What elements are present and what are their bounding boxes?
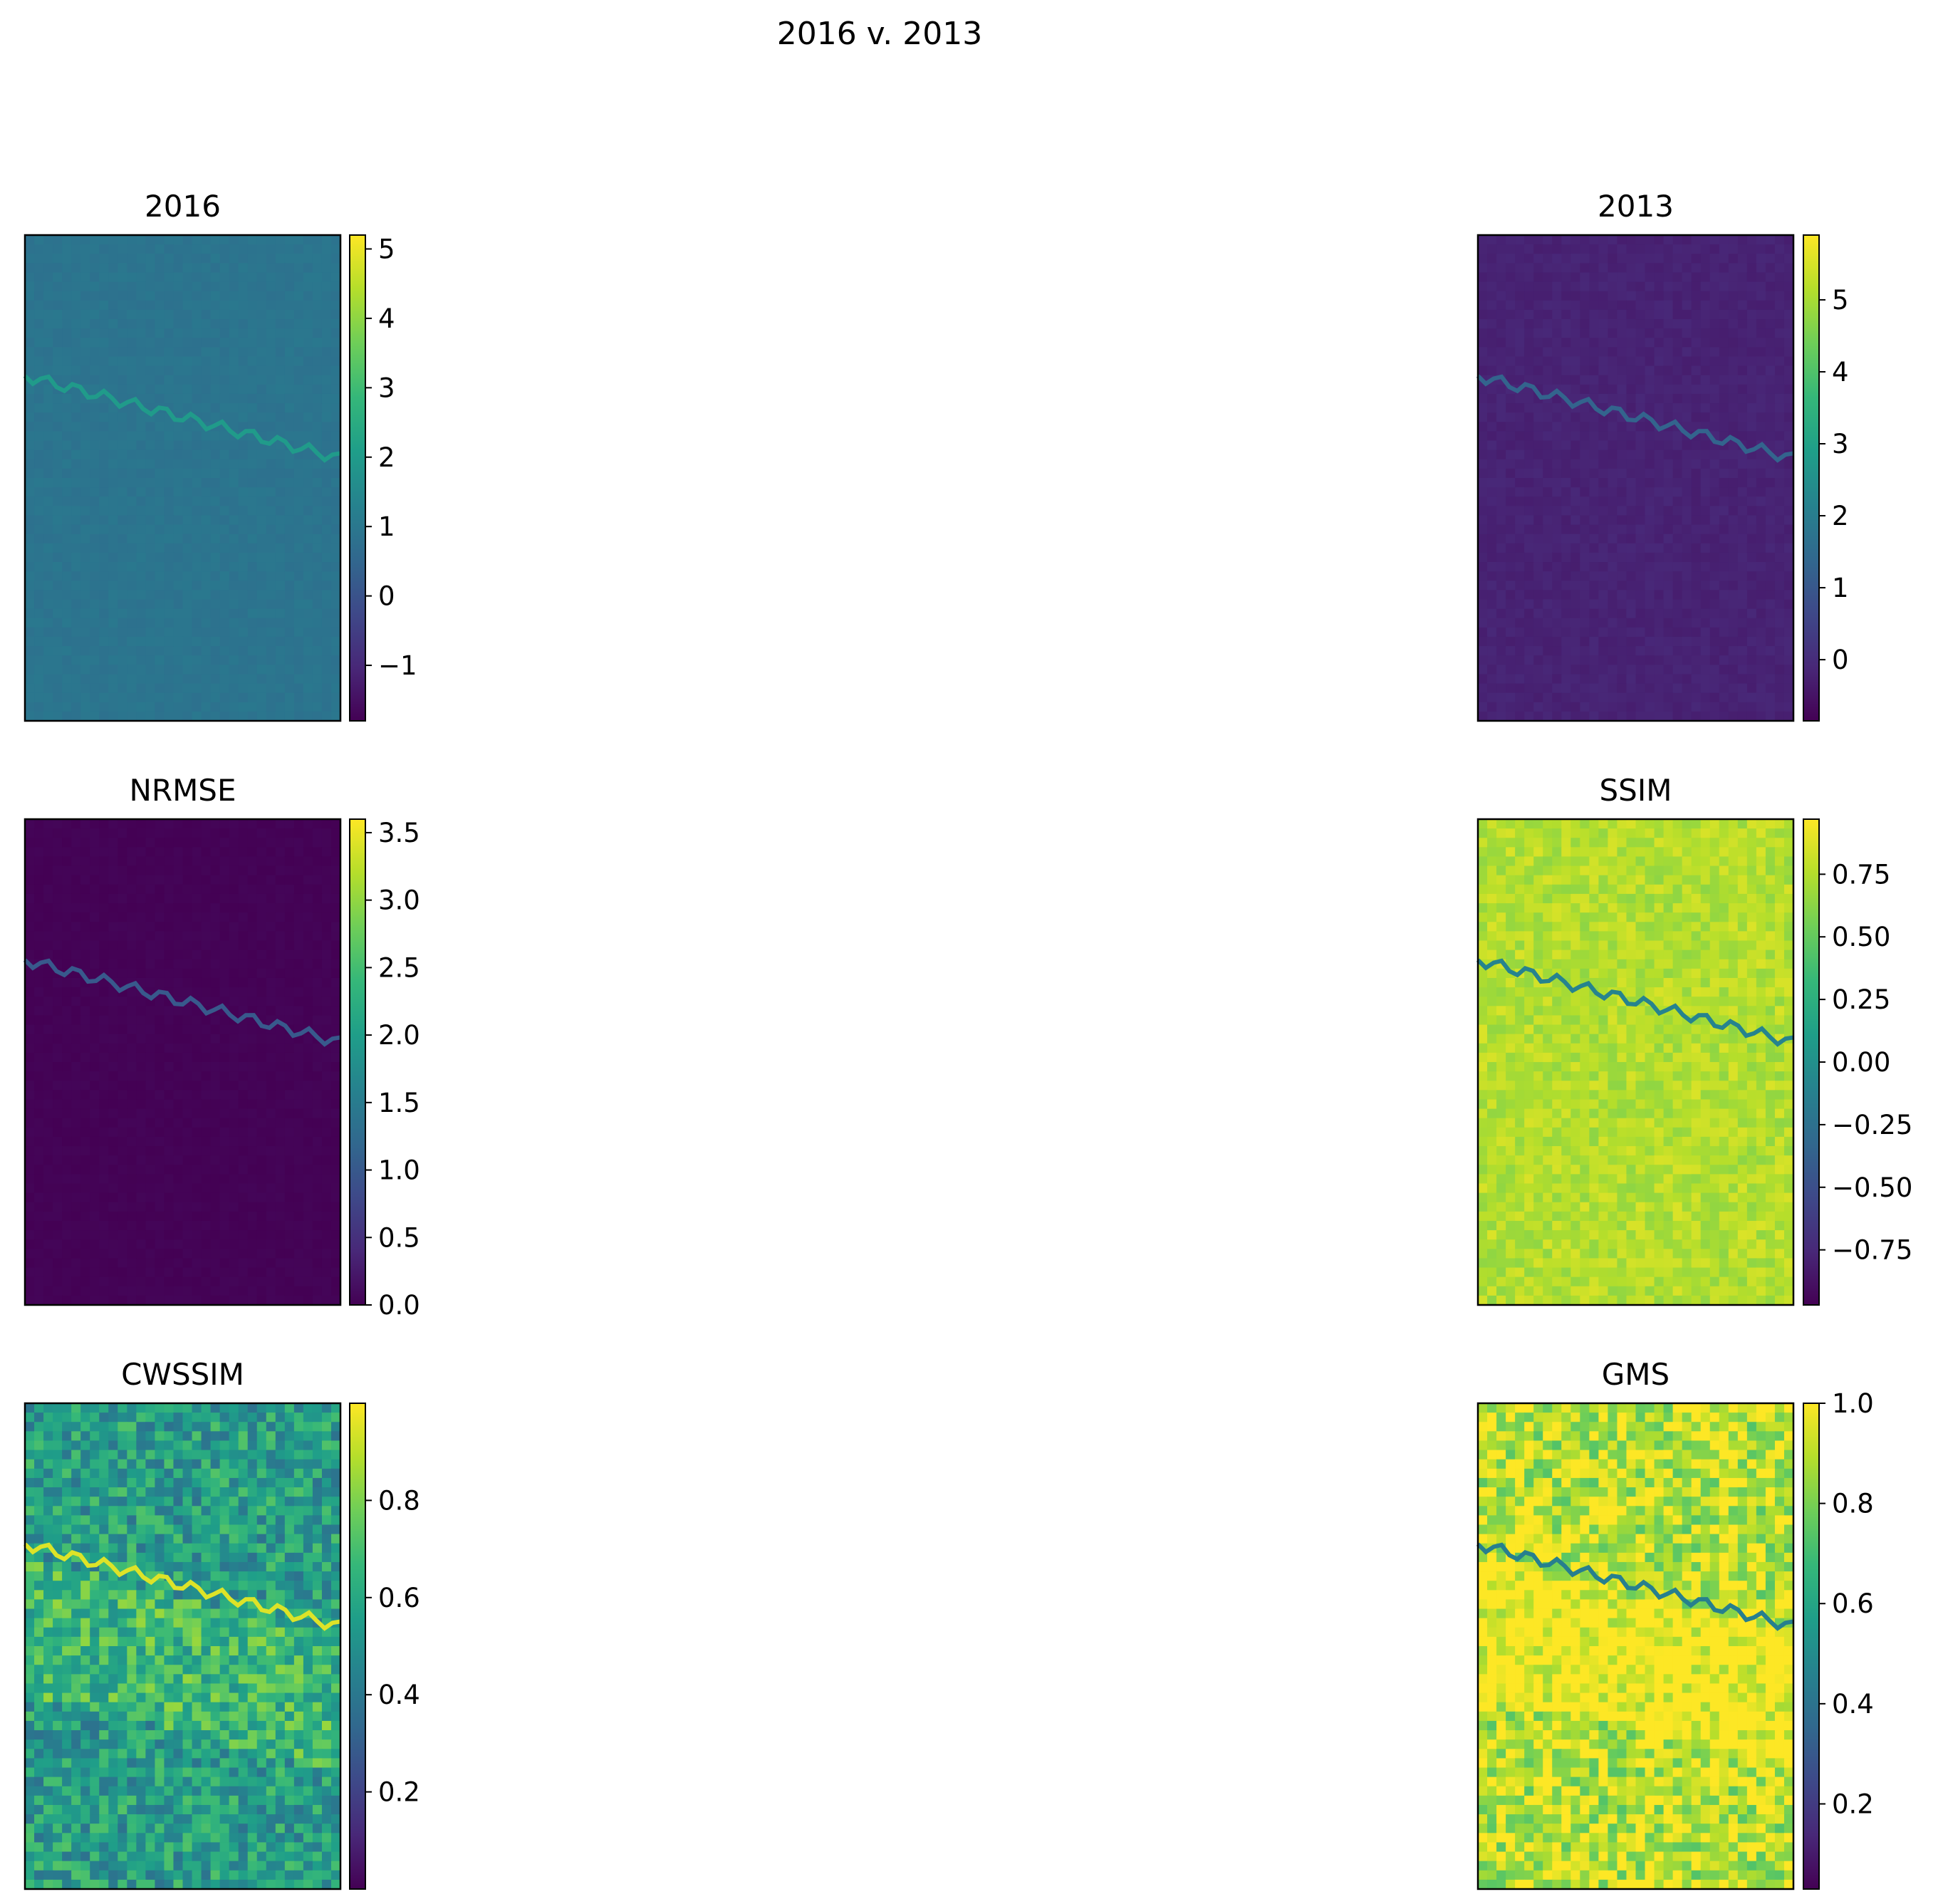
panel-ssim: SSIM −0.75 −0.50 −0.25 0.00 0.25 0.50 0.75 [1476,773,1912,1306]
colorbar-tick-label: 0.2 [378,1777,420,1808]
colorbar-tick-label: 1.5 [378,1088,420,1118]
colorbar-tick-label: 0 [1832,645,1849,675]
colorbar-tick-label: 0.00 [1832,1047,1890,1078]
heatmap-image [1476,819,1794,1306]
colorbar-tick-label: 5 [1832,285,1849,316]
heatmap-image [1476,1403,1794,1890]
colorbar-tick-label: 2.5 [378,952,420,983]
coastline-feature [23,958,341,1047]
colorbar-tick-label: 3.0 [378,885,420,916]
panel-2016: 2016 −1 0 1 2 3 4 5 [23,189,417,722]
colorbar: 0 1 2 3 4 5 [1803,234,1849,722]
colorbar-tick-label: 0.2 [1832,1789,1874,1819]
colorbar: −1 0 1 2 3 4 5 [349,234,417,722]
panel-cwssim: CWSSIM 0.2 0.4 0.6 0.8 [23,1357,420,1890]
panel-title: 2013 [1598,189,1674,224]
panel-nrmse: NRMSE 0.0 0.5 1.0 1.5 2.0 2.5 3.0 3.5 [23,773,420,1321]
coastline-feature [1476,1542,1794,1631]
axes-frame [24,818,342,1306]
panel-title: GMS [1602,1357,1669,1392]
colorbar-tick-label: −0.25 [1832,1110,1912,1140]
colorbar-tick-label: 0.6 [378,1583,420,1613]
colorbar-tick-label: 5 [378,234,395,264]
coastline-feature [1476,958,1794,1047]
panel-title: 2016 [145,189,221,224]
colorbar-tick-label: 2 [1832,501,1849,531]
axes-frame [1476,1402,1795,1890]
colorbar-tick-label: 3 [378,373,395,403]
heatmap-image [23,235,341,722]
axes-frame [24,234,342,722]
colorbar-tick-label: 3 [1832,429,1849,459]
colorbar-tick-label: −0.50 [1832,1172,1912,1203]
panel-gms: GMS 0.2 0.4 0.6 0.8 1.0 [1476,1357,1874,1890]
colorbar-tick-label: 0.50 [1832,922,1890,952]
colorbar-tick-label: 0.25 [1832,984,1890,1015]
axes-frame [1476,234,1795,722]
colorbar-scale [349,1403,366,1890]
heatmap-image [23,1403,341,1890]
panel-2013: 2013 0 1 2 3 4 5 [1476,189,1849,722]
colorbar-tick-label: 0 [378,581,395,612]
coastline-feature [23,1542,341,1631]
colorbar-tick-label: 0.5 [378,1222,420,1253]
colorbar-tick-label: 1 [1832,573,1849,603]
colorbar-tick-label: 0.8 [378,1485,420,1516]
figure-suptitle: 2016 v. 2013 [776,16,983,52]
colorbar-tick-label: 0.4 [378,1680,420,1710]
colorbar-tick-label: −1 [378,650,417,681]
colorbar-tick-label: 1 [378,511,395,542]
heatmap-image [23,819,341,1306]
coastline-feature [23,374,341,463]
colorbar-tick-label: 0.75 [1832,859,1890,890]
colorbar-scale [349,234,366,722]
colorbar-tick-label: 1.0 [1832,1388,1874,1419]
panel-title: CWSSIM [121,1357,244,1392]
colorbar: 0.2 0.4 0.6 0.8 [349,1403,420,1890]
coastline-feature [1476,374,1794,463]
colorbar-tick-label: 4 [378,303,395,334]
colorbar-tick-label: 0.0 [378,1290,420,1321]
colorbar-tick-label: 0.4 [1832,1689,1874,1720]
colorbar-scale [1803,1403,1820,1890]
colorbar-tick-label: 2 [378,442,395,473]
panel-title: SSIM [1600,773,1672,808]
axes-frame [24,1402,342,1890]
colorbar-tick-label: 3.5 [378,818,420,848]
colorbar: 0.2 0.4 0.6 0.8 1.0 [1803,1388,1874,1890]
colorbar-scale [349,818,366,1306]
colorbar: −0.75 −0.50 −0.25 0.00 0.25 0.50 0.75 [1803,818,1912,1306]
colorbar-tick-label: 2.0 [378,1020,420,1051]
colorbar: 0.0 0.5 1.0 1.5 2.0 2.5 3.0 3.5 [349,818,420,1321]
colorbar-tick-label: 4 [1832,357,1849,387]
colorbar-scale [1803,818,1820,1306]
axes-frame [1476,818,1795,1306]
colorbar-tick-label: −0.75 [1832,1235,1912,1266]
panel-title: NRMSE [129,773,236,808]
colorbar-tick-label: 0.6 [1832,1588,1874,1619]
colorbar-scale [1803,234,1820,722]
heatmap-image [1476,235,1794,722]
colorbar-tick-label: 1.0 [378,1155,420,1186]
colorbar-tick-label: 0.8 [1832,1489,1874,1519]
